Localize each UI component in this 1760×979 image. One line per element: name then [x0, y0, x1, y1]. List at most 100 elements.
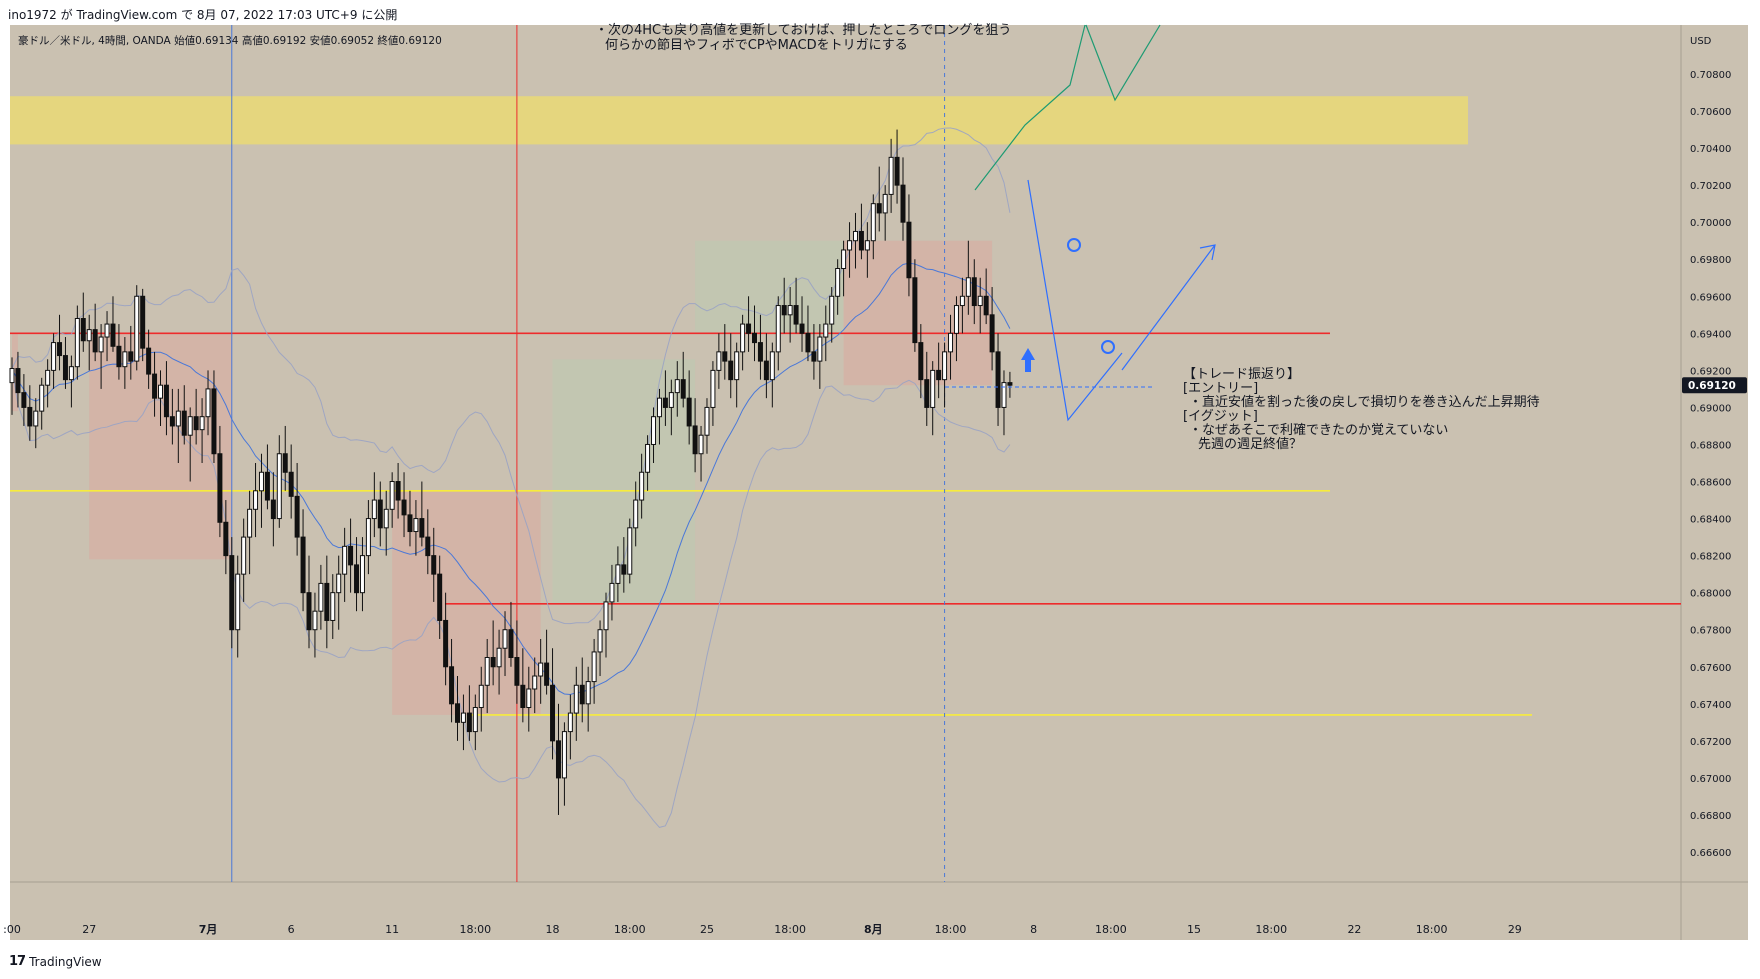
candle-body[interactable] [835, 268, 841, 297]
candle-body[interactable] [704, 406, 710, 436]
candle-body[interactable] [585, 681, 591, 705]
candle-body[interactable] [431, 555, 437, 575]
candle-body[interactable] [175, 410, 181, 427]
candle-body[interactable] [894, 156, 900, 186]
candle-body[interactable] [852, 230, 858, 242]
candle-body[interactable] [98, 336, 104, 353]
candle-body[interactable] [579, 684, 585, 705]
candle-body[interactable] [763, 360, 769, 381]
candle-body[interactable] [152, 373, 158, 399]
candle-body[interactable] [330, 592, 336, 621]
candle-body[interactable] [39, 384, 45, 412]
candle-body[interactable] [746, 323, 752, 334]
candle-body[interactable] [502, 629, 508, 649]
candle-body[interactable] [15, 368, 21, 394]
candle-body[interactable] [639, 471, 645, 501]
time-axis[interactable] [10, 882, 1748, 940]
candle-body[interactable] [21, 392, 27, 408]
candle-body[interactable] [181, 410, 187, 436]
candle-body[interactable] [698, 434, 704, 455]
candle-body[interactable] [930, 369, 936, 408]
candle-body[interactable] [769, 351, 775, 381]
candle-body[interactable] [948, 332, 954, 353]
candle-body[interactable] [276, 453, 282, 520]
candle-body[interactable] [597, 629, 603, 653]
candle-body[interactable] [722, 351, 728, 362]
candle-body[interactable] [526, 688, 532, 709]
candle-body[interactable] [466, 712, 472, 733]
candle-body[interactable] [377, 499, 383, 529]
candle-body[interactable] [710, 369, 716, 408]
candle-body[interactable] [918, 342, 924, 381]
candle-body[interactable] [674, 379, 680, 394]
candle-body[interactable] [971, 277, 977, 307]
candle-body[interactable] [318, 582, 324, 612]
candle-body[interactable] [449, 666, 455, 705]
candle-body[interactable] [561, 731, 567, 779]
candle-body[interactable] [33, 410, 39, 427]
candle-body[interactable] [9, 368, 15, 384]
candle-body[interactable] [211, 388, 217, 455]
candle-body[interactable] [27, 406, 33, 427]
candle-body[interactable] [472, 707, 478, 733]
candle-body[interactable] [912, 277, 918, 344]
candle-body[interactable] [134, 295, 140, 362]
candle-body[interactable] [324, 582, 330, 621]
tradingview-footer[interactable]: 17 TradingView [9, 954, 102, 969]
candle-body[interactable] [662, 397, 668, 408]
candle-body[interactable] [633, 499, 639, 529]
candle-body[interactable] [92, 329, 98, 353]
candle-body[interactable] [455, 703, 460, 723]
projection-green-line[interactable] [974, 24, 1086, 191]
candle-body[interactable] [781, 305, 787, 316]
candle-body[interactable] [621, 564, 627, 575]
candle-body[interactable] [478, 684, 484, 709]
candle-body[interactable] [235, 573, 241, 631]
candle-body[interactable] [229, 555, 235, 631]
candle-body[interactable] [508, 629, 514, 659]
candle-body[interactable] [1001, 382, 1007, 408]
candle-body[interactable] [538, 662, 544, 677]
candle-body[interactable] [924, 379, 930, 408]
candle-body[interactable] [169, 416, 175, 427]
candle-body[interactable] [615, 564, 621, 584]
candle-body[interactable] [906, 221, 912, 279]
candle-body[interactable] [514, 657, 520, 686]
candle-body[interactable] [140, 295, 146, 349]
exit-circle-icon[interactable] [1101, 340, 1115, 354]
candle-body[interactable] [811, 351, 817, 362]
candle-body[interactable] [900, 184, 906, 223]
candle-body[interactable] [651, 416, 657, 445]
candle-body[interactable] [264, 471, 270, 501]
candle-body[interactable] [241, 536, 247, 575]
candle-body[interactable] [989, 314, 995, 353]
candle-body[interactable] [740, 323, 746, 353]
candle-body[interactable] [627, 527, 633, 575]
candle-body[interactable] [532, 675, 538, 690]
candle-body[interactable] [544, 662, 550, 686]
candle-body[interactable] [80, 318, 86, 342]
candle-body[interactable] [217, 453, 223, 523]
candle-body[interactable] [692, 425, 698, 455]
candle-body[interactable] [193, 416, 199, 431]
candle-body[interactable] [359, 555, 365, 594]
projection-blue-line[interactable] [1027, 179, 1123, 422]
exit-circle-icon[interactable] [1067, 238, 1081, 252]
candle-body[interactable] [936, 369, 942, 381]
candle-body[interactable] [146, 347, 152, 375]
candle-body[interactable] [716, 351, 722, 371]
candle-body[interactable] [490, 657, 496, 668]
candle-body[interactable] [817, 336, 823, 362]
candle-body[interactable] [603, 601, 609, 631]
candle-body[interactable] [484, 657, 490, 686]
candle-body[interactable] [163, 384, 169, 418]
projection-blue-arrow[interactable] [1121, 244, 1216, 371]
candle-body[interactable] [348, 545, 354, 566]
candle-body[interactable] [775, 305, 781, 353]
candle-body[interactable] [805, 332, 811, 353]
candle-body[interactable] [668, 392, 674, 408]
candle-body[interactable] [187, 416, 193, 436]
candle-body[interactable] [312, 610, 318, 631]
candle-body[interactable] [51, 342, 57, 371]
candle-body[interactable] [45, 369, 51, 386]
